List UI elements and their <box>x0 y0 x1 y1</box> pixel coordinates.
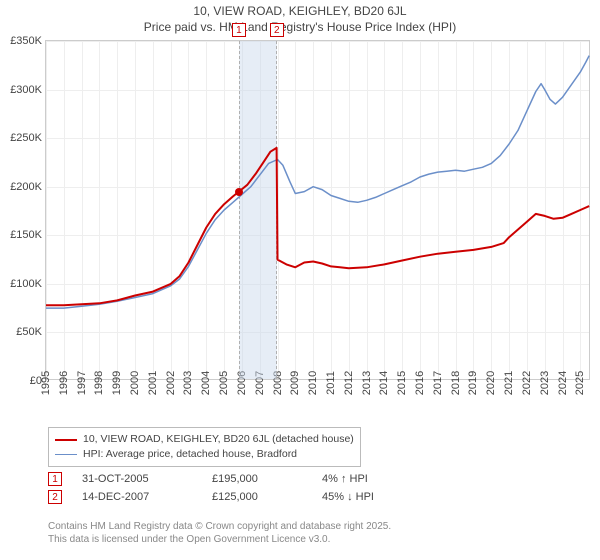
series-line <box>46 148 589 305</box>
sale-badge: 2 <box>48 490 62 504</box>
y-tick-label: £300K <box>10 84 42 96</box>
sale-date: 14-DEC-2007 <box>82 491 212 503</box>
legend-swatch <box>55 454 77 455</box>
y-tick-label: £100K <box>10 278 42 290</box>
sales-row: 1 31-OCT-2005£195,0004% ↑ HPI <box>48 470 442 488</box>
series-line <box>46 56 589 309</box>
sale-date: 31-OCT-2005 <box>82 473 212 485</box>
legend-box: 10, VIEW ROAD, KEIGHLEY, BD20 6JL (detac… <box>48 427 361 467</box>
legend-row: 10, VIEW ROAD, KEIGHLEY, BD20 6JL (detac… <box>55 432 354 447</box>
sale-delta: 45% ↓ HPI <box>322 491 442 503</box>
legend-label: HPI: Average price, detached house, Brad… <box>83 447 297 462</box>
y-tick-label: £200K <box>10 181 42 193</box>
plot-area: £0£50K£100K£150K£200K£250K£300K£350K1995… <box>45 40 590 380</box>
footer-line1: Contains HM Land Registry data © Crown c… <box>48 520 391 533</box>
title-block: 10, VIEW ROAD, KEIGHLEY, BD20 6JL Price … <box>0 0 600 34</box>
legend-row: HPI: Average price, detached house, Brad… <box>55 447 354 462</box>
y-tick-label: £50K <box>16 326 42 338</box>
sale-delta: 4% ↑ HPI <box>322 473 442 485</box>
series-svg <box>46 41 591 381</box>
title-line2: Price paid vs. HM Land Registry's House … <box>0 20 600 34</box>
sales-table: 1 31-OCT-2005£195,0004% ↑ HPI 2 14-DEC-2007… <box>48 470 442 506</box>
sales-row: 2 14-DEC-2007£125,00045% ↓ HPI <box>48 488 442 506</box>
legend-swatch <box>55 439 77 441</box>
title-line1: 10, VIEW ROAD, KEIGHLEY, BD20 6JL <box>0 4 600 18</box>
legend-label: 10, VIEW ROAD, KEIGHLEY, BD20 6JL (detac… <box>83 432 354 447</box>
footer-note: Contains HM Land Registry data © Crown c… <box>48 520 391 546</box>
y-tick-label: £250K <box>10 132 42 144</box>
sale-badge: 1 <box>48 472 62 486</box>
chart-container: 10, VIEW ROAD, KEIGHLEY, BD20 6JL Price … <box>0 0 600 560</box>
marker-badge: 2 <box>270 23 284 37</box>
sale-price: £125,000 <box>212 491 322 503</box>
sale-price: £195,000 <box>212 473 322 485</box>
marker-badge: 1 <box>232 23 246 37</box>
y-tick-label: £350K <box>10 35 42 47</box>
y-tick-label: £150K <box>10 229 42 241</box>
footer-line2: This data is licensed under the Open Gov… <box>48 533 391 546</box>
sale-point <box>235 188 243 196</box>
